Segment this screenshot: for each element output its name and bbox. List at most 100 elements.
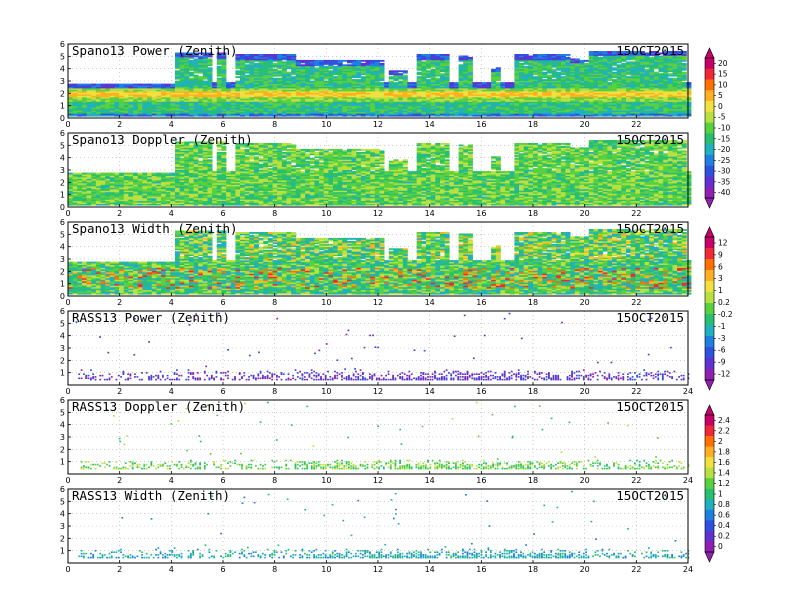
heat-cell xyxy=(314,60,319,62)
heat-cell xyxy=(152,84,157,86)
heat-cell xyxy=(235,81,240,83)
heat-cell xyxy=(226,82,231,84)
heat-cell xyxy=(101,84,106,86)
heat-cell xyxy=(91,84,96,86)
heat-cell xyxy=(212,82,217,84)
heat-cell xyxy=(347,60,352,62)
heat-cell xyxy=(324,81,329,83)
heat-cell xyxy=(301,64,306,66)
heat-cell xyxy=(87,84,92,86)
heat-cell xyxy=(417,54,422,56)
heat-cell xyxy=(380,60,385,62)
heat-cell xyxy=(254,63,259,65)
heat-cell xyxy=(314,67,319,69)
heat-cell xyxy=(231,82,236,84)
heat-cell xyxy=(333,76,338,78)
heat-cell xyxy=(370,60,375,62)
heat-cell xyxy=(254,54,259,56)
heat-cell xyxy=(287,72,292,74)
heat-cell xyxy=(175,81,180,83)
heat-cell xyxy=(217,78,222,80)
heat-cell xyxy=(389,81,394,83)
heat-cell xyxy=(198,76,203,78)
heat-cell xyxy=(291,76,296,78)
heat-cell xyxy=(208,67,213,69)
heat-cell xyxy=(287,54,292,56)
heat-cell xyxy=(268,54,273,56)
heat-cell xyxy=(324,66,329,68)
heat-cell xyxy=(235,70,240,72)
heat-cell xyxy=(398,73,403,75)
heat-cell xyxy=(398,70,403,72)
figure: 0 2 4 6 8 10 12 14 16 18 20 220123456 Spano13 Power … xyxy=(0,0,792,612)
heat-cell xyxy=(273,69,278,71)
heat-cell xyxy=(282,61,287,63)
heat-cell xyxy=(249,54,254,56)
heat-cell xyxy=(310,81,315,83)
heat-cell xyxy=(417,76,422,78)
heat-cell xyxy=(291,54,296,56)
heat-cell xyxy=(389,76,394,78)
heat-cell xyxy=(73,84,78,86)
heat-cell xyxy=(403,75,408,77)
heat-cell xyxy=(124,84,129,86)
heat-cell xyxy=(189,78,194,80)
heat-cell xyxy=(147,84,152,86)
heat-cell xyxy=(208,58,213,60)
heat-cell xyxy=(82,84,87,86)
heat-cell xyxy=(333,60,338,62)
heat-cell xyxy=(417,72,422,74)
heat-cell xyxy=(245,75,250,77)
heat-cell xyxy=(361,76,366,78)
heat-cell xyxy=(194,58,199,60)
heat-cell xyxy=(235,76,240,78)
heat-cell xyxy=(310,60,315,62)
heat-cell xyxy=(166,84,171,86)
heat-cell xyxy=(380,63,385,65)
heat-cell xyxy=(96,84,101,86)
heat-cell xyxy=(356,60,361,62)
heat-cell xyxy=(156,84,161,86)
heat-cell xyxy=(170,84,175,86)
heat-cell xyxy=(389,70,394,72)
heat-cell xyxy=(352,60,357,62)
heat-cell xyxy=(142,84,147,86)
heat-cell xyxy=(273,63,278,65)
heat-cell xyxy=(380,82,385,84)
heat-cell xyxy=(273,78,278,80)
heat-cell xyxy=(328,70,333,72)
heat-cell xyxy=(319,60,324,62)
heat-cell xyxy=(273,54,278,56)
heat-cell xyxy=(277,54,282,56)
heat-cell xyxy=(412,82,417,84)
heat-cell xyxy=(277,70,282,72)
heat-cell xyxy=(161,84,166,86)
heat-cell xyxy=(324,60,329,62)
heat-cell xyxy=(342,64,347,66)
heat-cell xyxy=(301,60,306,62)
heat-cell xyxy=(403,70,408,72)
heat-cell xyxy=(203,81,208,83)
heat-cell xyxy=(347,64,352,66)
heat-cell xyxy=(194,75,199,77)
heat-cell xyxy=(361,63,366,65)
heat-cell xyxy=(342,60,347,62)
heat-cell xyxy=(189,60,194,62)
heat-cell xyxy=(361,60,366,62)
heat-cell xyxy=(133,84,138,86)
heat-cell xyxy=(338,60,343,62)
heat-cell xyxy=(217,66,222,68)
heat-cell xyxy=(296,60,301,62)
heat-cell xyxy=(398,81,403,83)
heat-cell xyxy=(77,84,82,86)
heat-cell xyxy=(245,54,250,56)
heat-cell xyxy=(305,60,310,62)
heat-cell xyxy=(245,64,250,66)
heat-cell xyxy=(277,78,282,80)
heat-cell xyxy=(68,84,73,86)
heat-cell xyxy=(356,79,361,81)
heat-cell xyxy=(333,66,338,68)
heat-cell xyxy=(328,60,333,62)
heat-cell xyxy=(407,82,412,84)
